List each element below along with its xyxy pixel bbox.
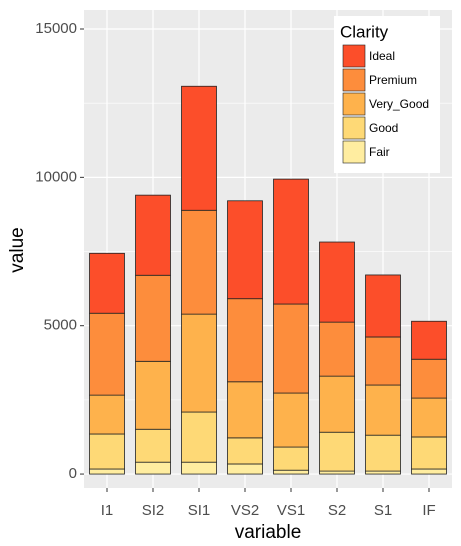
y-axis-title: value — [7, 227, 28, 272]
legend-label: Fair — [369, 145, 390, 159]
legend-label: Premium — [369, 73, 417, 87]
bar-segment — [319, 431, 355, 472]
bar-segment — [135, 274, 171, 362]
bar-segment — [135, 194, 171, 276]
x-axis-title: variable — [235, 522, 302, 543]
bar-segment — [181, 209, 217, 315]
bar-segment — [89, 394, 125, 435]
x-tick-label: VS1 — [277, 502, 305, 519]
y-tick-label: 15000 — [35, 20, 77, 37]
bar-segment — [227, 463, 263, 475]
x-tick-label: SI2 — [142, 502, 165, 519]
bar-segment — [135, 428, 171, 463]
legend-key — [342, 68, 366, 92]
bar-segment — [365, 470, 401, 475]
bar-segment — [89, 433, 125, 470]
bar-segment — [273, 469, 309, 475]
legend-key — [342, 92, 366, 116]
bar-segment — [411, 397, 447, 438]
x-tick-label: IF — [422, 502, 435, 519]
legend-key — [342, 44, 366, 68]
bar-segment — [319, 321, 355, 377]
bar-segment — [273, 392, 309, 448]
bar-segment — [411, 358, 447, 399]
bar-segment — [319, 375, 355, 433]
bar-segment — [181, 85, 217, 211]
bar-segment — [227, 381, 263, 439]
x-tick-label: S2 — [328, 502, 346, 519]
x-tick-label: SI1 — [188, 502, 211, 519]
bar-segment — [365, 274, 401, 338]
bar-segment — [365, 384, 401, 436]
legend-key — [342, 140, 366, 164]
bar-segment — [135, 360, 171, 430]
bar-segment — [135, 461, 171, 475]
legend-label: Very_Good — [369, 97, 429, 111]
y-tick-label: 0 — [69, 465, 77, 482]
bar-segment — [411, 320, 447, 360]
bar-segment — [411, 468, 447, 475]
bar-segment — [319, 470, 355, 475]
bar-segment — [365, 336, 401, 386]
bar-segment — [89, 312, 125, 396]
legend-key — [342, 116, 366, 140]
bar-segment — [181, 313, 217, 413]
x-tick-label: VS2 — [231, 502, 259, 519]
bar-segment — [89, 468, 125, 475]
bar-segment — [181, 411, 217, 463]
bar-segment — [365, 434, 401, 472]
bar-segment — [227, 298, 263, 383]
bar-segment — [89, 252, 125, 314]
bar-segment — [181, 461, 217, 475]
bar-segment — [319, 241, 355, 323]
bar-segment — [273, 178, 309, 305]
y-tick-label: 10000 — [35, 168, 77, 185]
x-tick-label: I1 — [101, 502, 114, 519]
legend-title: Clarity — [340, 22, 389, 41]
bar-segment — [227, 437, 263, 465]
legend-label: Good — [369, 121, 398, 135]
x-tick-label: S1 — [374, 502, 392, 519]
y-tick-label: 5000 — [44, 317, 77, 334]
bar-segment — [273, 446, 309, 471]
bar-segment — [411, 436, 447, 470]
bar-segment — [227, 200, 263, 300]
bar-segment — [273, 303, 309, 394]
legend-label: Ideal — [369, 49, 395, 63]
